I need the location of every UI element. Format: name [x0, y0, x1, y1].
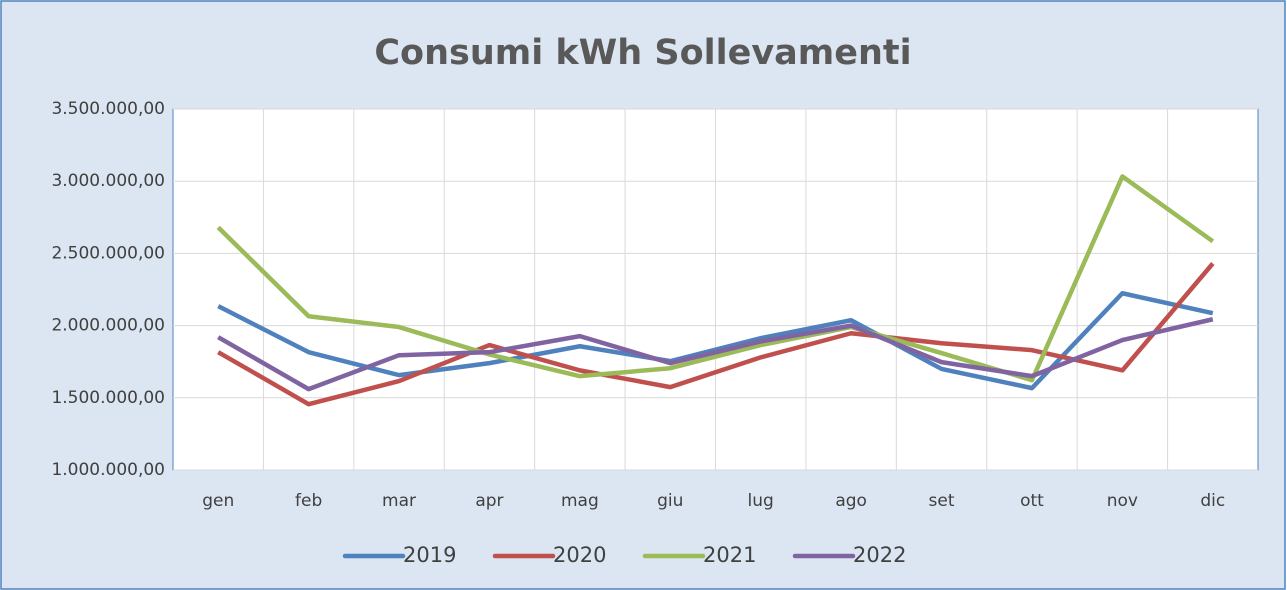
x-tick-label: ott — [1020, 491, 1044, 511]
series-line — [217, 262, 1215, 407]
x-tick-label: mar — [382, 491, 416, 511]
x-tick-label: mag — [561, 491, 599, 511]
legend-label: 2020 — [553, 543, 606, 567]
y-tick-label: 2.500.000,00 — [51, 243, 165, 263]
x-tick-label: apr — [475, 491, 503, 511]
y-tick-label: 3.500.000,00 — [51, 99, 165, 119]
x-tick-label: set — [929, 491, 955, 511]
x-tick-label: dic — [1200, 491, 1225, 511]
y-tick-label: 1.500.000,00 — [51, 388, 165, 408]
legend-label: 2021 — [703, 543, 756, 567]
x-tick-label: gen — [202, 491, 234, 511]
x-tick-label: nov — [1107, 491, 1138, 511]
legend-label: 2019 — [403, 543, 456, 567]
x-tick-label: feb — [295, 491, 322, 511]
chart-title: Consumi kWh Sollevamenti — [374, 33, 911, 73]
legend-label: 2022 — [853, 543, 906, 567]
y-tick-label: 3.000.000,00 — [51, 171, 165, 191]
x-tick-label: giu — [657, 491, 683, 511]
x-tick-label: ago — [835, 491, 867, 511]
y-tick-label: 2.000.000,00 — [51, 316, 165, 336]
series-line — [216, 174, 1215, 383]
x-tick-label: lug — [748, 491, 774, 511]
series-line — [217, 317, 1214, 392]
y-tick-label: 1.000.000,00 — [51, 460, 165, 480]
